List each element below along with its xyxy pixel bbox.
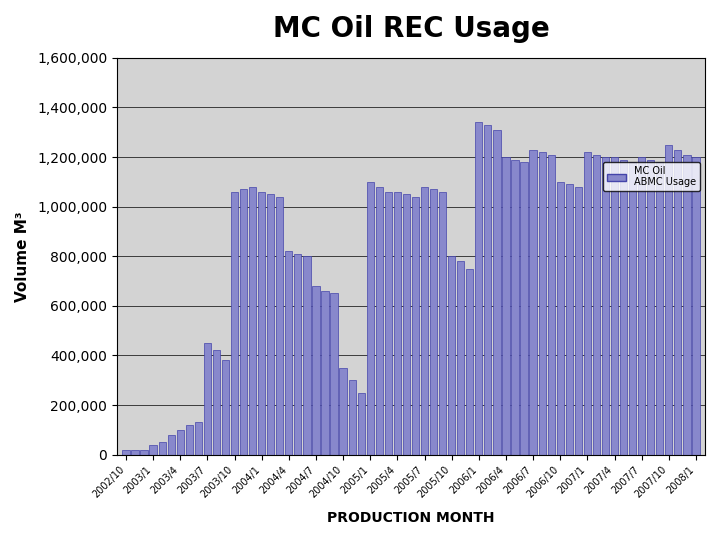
Bar	[683, 154, 690, 455]
Bar	[330, 293, 338, 455]
Bar	[575, 187, 582, 455]
Bar	[638, 157, 645, 455]
Bar	[656, 162, 663, 455]
Bar	[122, 450, 130, 455]
Bar	[213, 350, 220, 455]
Bar	[529, 150, 536, 455]
Bar	[140, 450, 148, 455]
Bar	[421, 187, 428, 455]
Bar	[402, 194, 410, 455]
Bar	[131, 450, 139, 455]
Bar	[186, 425, 193, 455]
Bar	[647, 159, 654, 455]
Bar	[376, 187, 383, 455]
Bar	[267, 194, 274, 455]
Bar	[602, 157, 609, 455]
Bar	[611, 157, 618, 455]
Bar	[412, 197, 419, 455]
Legend: MC Oil
ABMC Usage: MC Oil ABMC Usage	[603, 162, 700, 191]
Bar	[321, 291, 328, 455]
Bar	[294, 254, 302, 455]
Bar	[222, 360, 229, 455]
Bar	[150, 445, 157, 455]
Bar	[485, 125, 492, 455]
Bar	[665, 145, 672, 455]
Bar	[384, 192, 392, 455]
Y-axis label: Volume M³: Volume M³	[15, 211, 30, 301]
Bar	[503, 157, 510, 455]
Bar	[276, 197, 284, 455]
Bar	[430, 190, 437, 455]
Bar	[566, 184, 573, 455]
Bar	[475, 123, 482, 455]
Bar	[593, 154, 600, 455]
Bar	[348, 380, 356, 455]
Bar	[448, 256, 455, 455]
Bar	[240, 190, 247, 455]
Bar	[358, 393, 365, 455]
Bar	[204, 343, 211, 455]
Bar	[158, 442, 166, 455]
Bar	[557, 182, 564, 455]
Bar	[176, 430, 184, 455]
Bar	[674, 150, 681, 455]
Bar	[457, 261, 464, 455]
Bar	[439, 192, 446, 455]
Bar	[340, 368, 347, 455]
Bar	[693, 157, 700, 455]
Bar	[584, 152, 591, 455]
Title: MC Oil REC Usage: MC Oil REC Usage	[273, 15, 549, 43]
Bar	[168, 435, 175, 455]
Bar	[521, 162, 528, 455]
Bar	[312, 286, 320, 455]
Bar	[366, 182, 374, 455]
Bar	[285, 251, 292, 455]
Bar	[303, 256, 310, 455]
Bar	[548, 154, 555, 455]
Bar	[629, 162, 636, 455]
Bar	[231, 192, 238, 455]
X-axis label: PRODUCTION MONTH: PRODUCTION MONTH	[327, 511, 495, 525]
Bar	[511, 159, 518, 455]
Bar	[620, 159, 627, 455]
Bar	[493, 130, 500, 455]
Bar	[394, 192, 401, 455]
Bar	[258, 192, 265, 455]
Bar	[249, 187, 256, 455]
Bar	[539, 152, 546, 455]
Bar	[194, 422, 202, 455]
Bar	[466, 268, 473, 455]
